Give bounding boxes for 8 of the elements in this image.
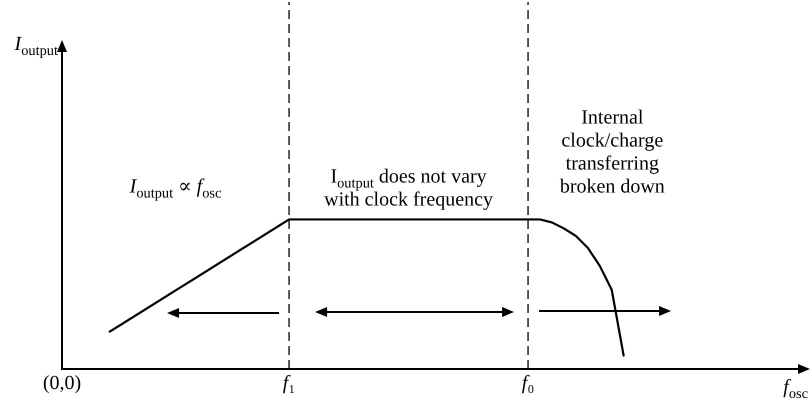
x-tick-label: f₁ (282, 372, 296, 394)
text: Internal clock/charge transferring broken down (560, 106, 665, 198)
text: f$_{osc}$ (783, 376, 808, 402)
text: I$_{output}$ does not vary with clock frequency (324, 165, 493, 210)
x-tick-label: (0,0) (42, 372, 82, 394)
x-tick-label: f₀ (522, 372, 534, 394)
text: I$_{output}$ (14, 33, 58, 59)
text: I$_{output}$ ∝ f$_{osc}$ (128, 175, 222, 202)
